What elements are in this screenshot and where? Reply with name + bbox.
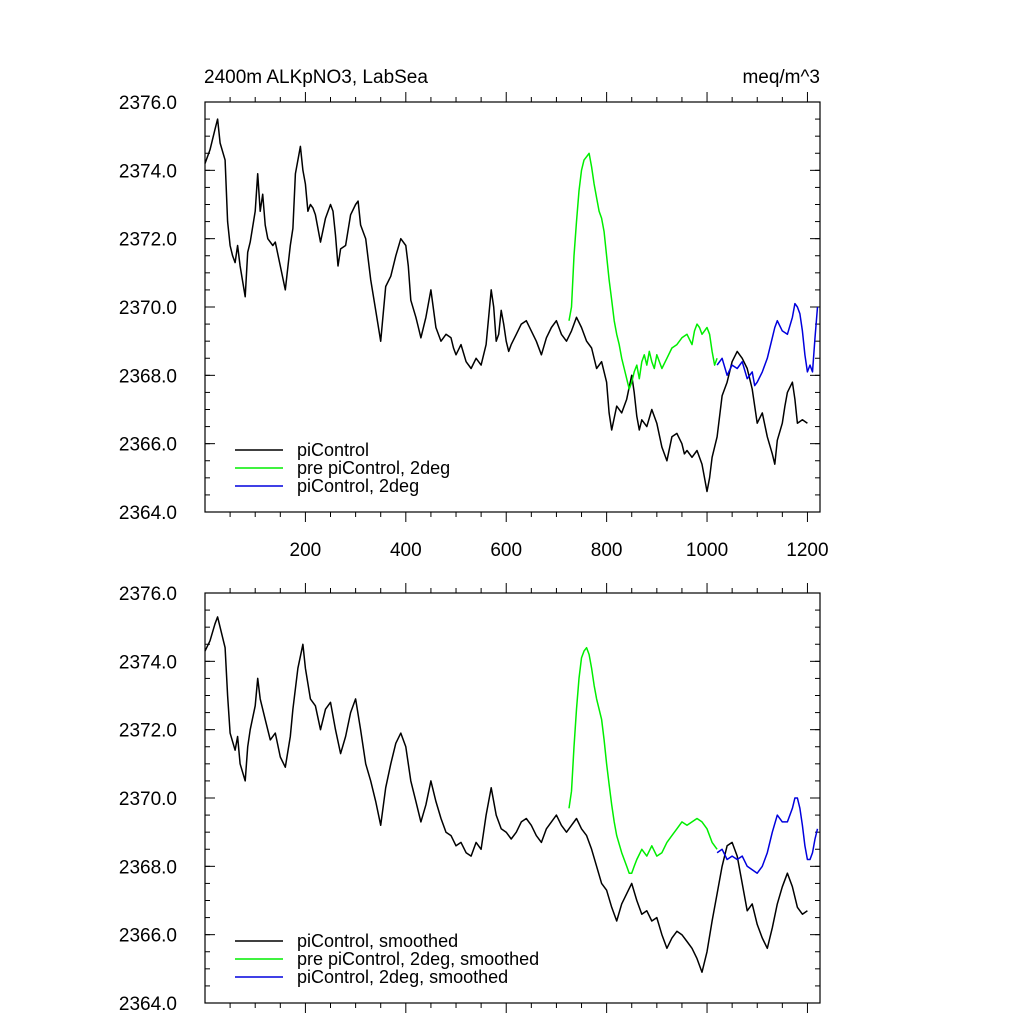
y-tick-label: 2370.0 [119,789,177,810]
series-line [568,646,718,874]
legend-label: piControl, smoothed [297,931,458,951]
series-line [716,797,819,874]
legend-label: pre piControl, 2deg, smoothed [297,949,539,969]
x-tick-label: 800 [591,540,623,561]
y-tick-label: 2376.0 [119,584,177,605]
bottom-chart-panel: 2364.0 2366.0 2368.0 2370.0 2372.0 2374.0 2376… [119,583,821,1015]
bottom-plot-area: 2364.0 2366.0 2368.0 2370.0 2372.0 2374.0 2376… [119,583,820,1015]
legend-label: piControl [297,440,369,460]
legend-label: pre piControl, 2deg [297,458,450,478]
x-tick-label: 400 [390,540,422,561]
y-tick-label: 2374.0 [119,652,177,673]
legend-label: piControl, 2deg, smoothed [297,967,508,987]
y-tick-label: 2366.0 [119,435,177,456]
y-tick-label: 2366.0 [119,926,177,947]
x-tick-label: 600 [490,540,522,561]
y-tick-label: 2364.0 [119,994,177,1015]
units-label: meq/m^3 [742,67,820,88]
y-tick-label: 2376.0 [119,93,177,114]
x-tick-label: 1000 [686,540,728,561]
x-tick-label: 200 [290,540,322,561]
chart-title: 2400m ALKpNO3, LabSea [204,67,428,88]
y-tick-label: 2370.0 [119,298,177,319]
series-line [204,616,808,973]
y-tick-label: 2368.0 [119,366,177,387]
legend-label: piControl, 2deg [297,476,419,496]
y-tick-label: 2368.0 [119,857,177,878]
series-line [204,118,808,493]
series-line [716,302,819,387]
y-tick-label: 2364.0 [119,503,177,524]
series-line [568,152,718,390]
top-plot-frame [204,101,821,513]
x-tick-label: 1200 [786,540,828,561]
y-tick-label: 2374.0 [119,161,177,182]
top-plot-area: 2364.0 2366.0 2368.0 2370.0 2372.0 2374.0 2376… [119,92,829,561]
top-chart-panel: 2400m ALKpNO3, LabSea meq/m^3 2364.0 2366… [119,67,829,561]
bottom-plot-frame [204,592,821,1004]
y-tick-label: 2372.0 [119,721,177,742]
y-tick-label: 2372.0 [119,230,177,251]
